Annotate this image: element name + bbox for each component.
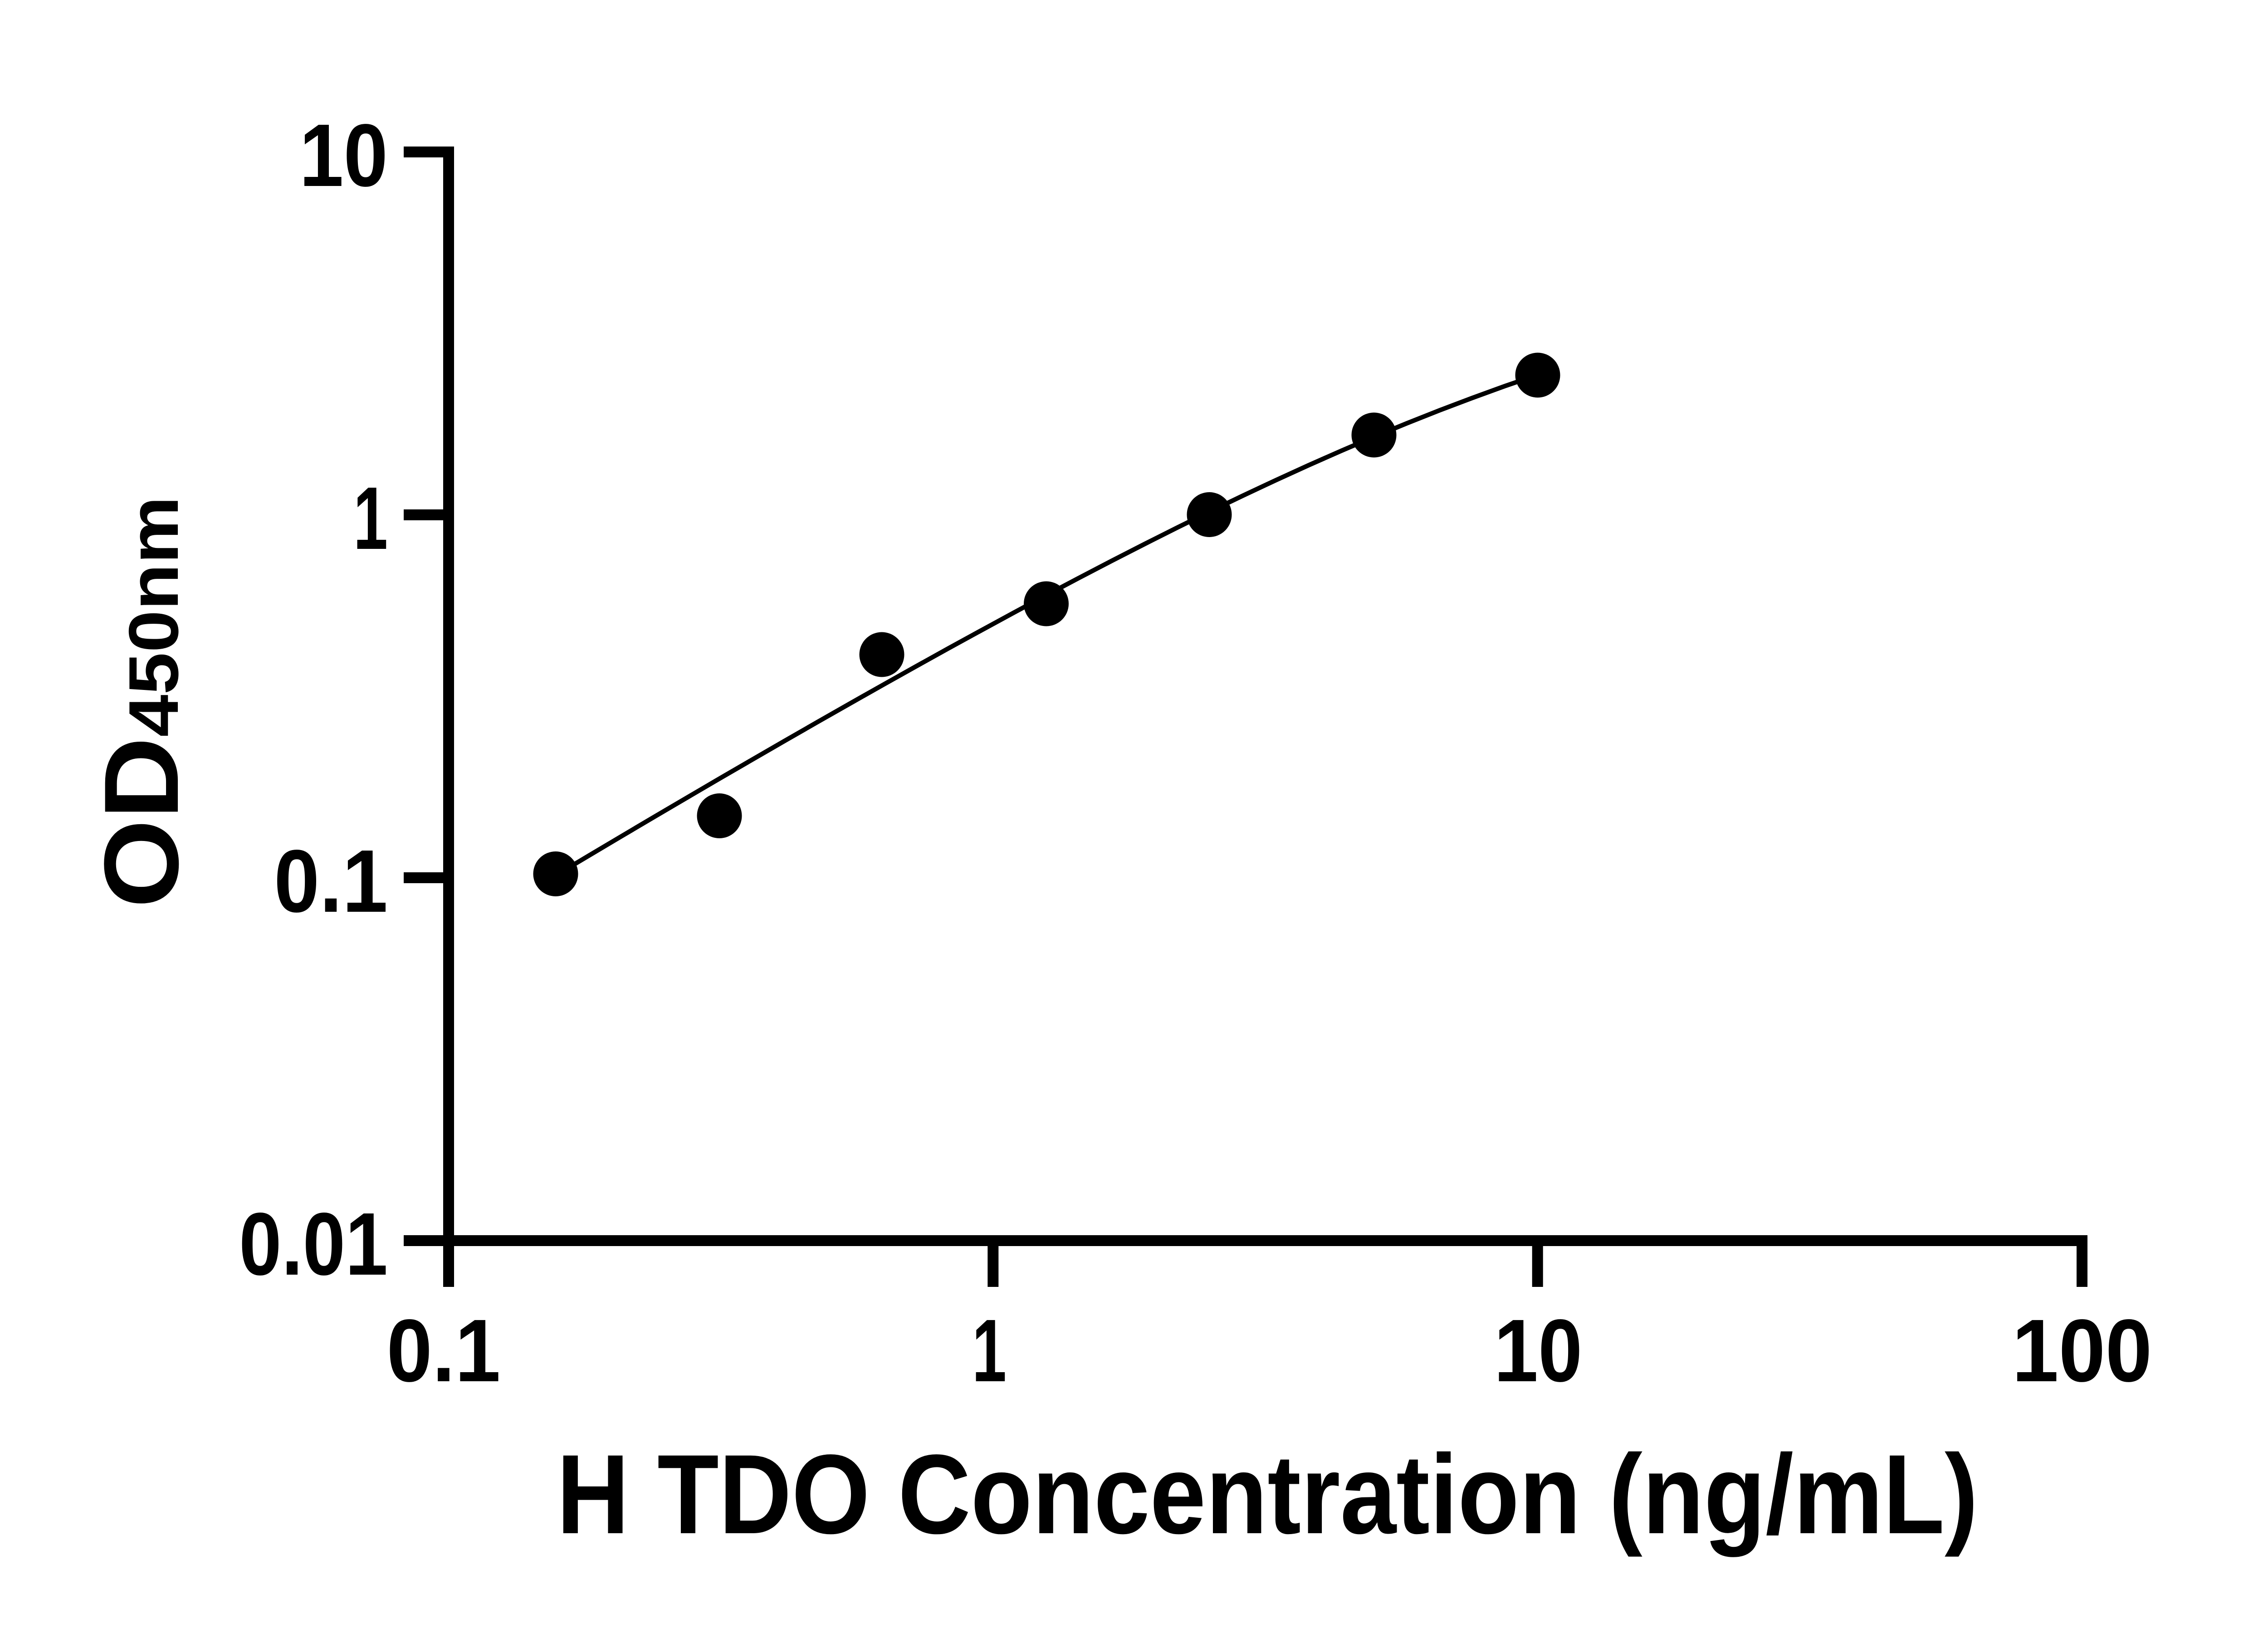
svg-text:10: 10	[1494, 1301, 1583, 1400]
svg-text:100: 100	[2012, 1301, 2152, 1400]
svg-text:1: 1	[353, 469, 388, 568]
svg-text:10: 10	[299, 106, 388, 205]
svg-text:H TDO Concentration (ng/mL): H TDO Concentration (ng/mL)	[557, 1431, 1978, 1557]
svg-text:0.1: 0.1	[387, 1301, 501, 1400]
svg-text:1: 1	[972, 1301, 1007, 1400]
svg-text:0.1: 0.1	[274, 831, 388, 931]
svg-text:0.01: 0.01	[239, 1194, 388, 1294]
